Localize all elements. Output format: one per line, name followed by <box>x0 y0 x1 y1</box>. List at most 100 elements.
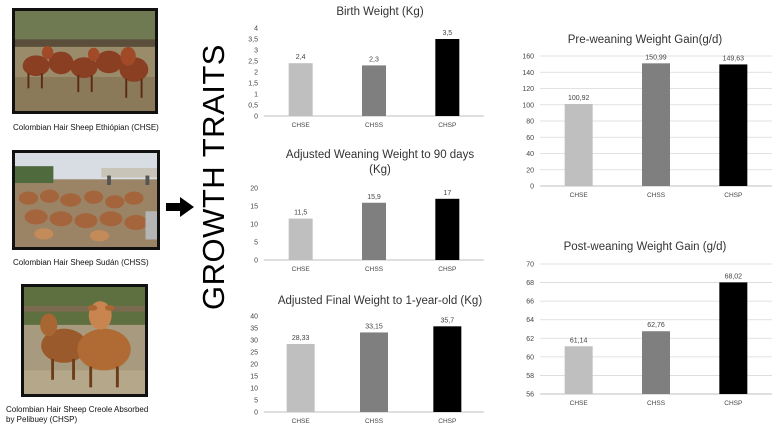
bar-chse <box>288 218 313 260</box>
data-label: 28,33 <box>292 335 310 342</box>
x-tick-label: CHSS <box>365 266 384 273</box>
birth-weight-chart: 0 0,5 1 1,5 2 2,5 3 3,5 4 2,4 CHSE 2,3 CHSS 3,5 CHSP <box>248 26 484 129</box>
data-label: 35,7 <box>441 317 455 324</box>
data-label: 3,5 <box>442 30 452 37</box>
bar-chsp <box>435 198 460 260</box>
bar-chse <box>286 344 315 412</box>
growth-traits-title: GROWTH TRAITS <box>196 44 231 310</box>
y-tick-label: 2 <box>254 70 258 77</box>
x-tick-label: CHSP <box>724 192 742 199</box>
x-tick-label: CHSE <box>292 122 311 129</box>
y-tick-label: 140 <box>522 70 534 77</box>
data-label: 61,14 <box>570 337 588 344</box>
data-label: 62,76 <box>647 322 665 329</box>
y-tick-label: 60 <box>526 354 534 361</box>
y-tick-label: 0 <box>254 258 258 265</box>
y-tick-label: 1,5 <box>248 81 258 88</box>
chart-title-pre-weaning-gain: Pre-weaning Weight Gain(g/d) <box>567 34 723 46</box>
data-label: 2,4 <box>296 54 306 61</box>
data-label: 150,99 <box>645 54 667 61</box>
y-tick-label: 35 <box>250 326 258 333</box>
y-tick-label: 4 <box>254 26 258 33</box>
bar-chse <box>288 63 313 116</box>
y-tick-label: 0 <box>254 114 258 121</box>
y-tick-label: 120 <box>522 86 534 93</box>
y-tick-label: 40 <box>526 151 534 158</box>
weaning-weight-chart: 0 5 10 15 20 11,5 CHSE 15,9 CHSS 17 CHSP <box>250 186 484 273</box>
x-tick-label: CHSP <box>438 418 456 425</box>
bar-chss <box>360 332 388 412</box>
y-tick-label: 160 <box>522 54 534 61</box>
y-tick-label: 3 <box>254 48 258 55</box>
right-arrow-icon <box>166 197 194 217</box>
y-tick-label: 60 <box>526 135 534 142</box>
x-tick-label: CHSS <box>365 122 384 129</box>
x-tick-label: CHSE <box>292 418 311 425</box>
chart-title-final-weight: Adjusted Final Weight to 1-year-old (Kg) <box>277 295 483 307</box>
y-tick-label: 66 <box>526 299 534 306</box>
y-tick-label: 20 <box>250 186 258 193</box>
chart-title-post-weaning-gain: Post-weaning Weight Gain (g/d) <box>563 241 727 253</box>
bar-chsp <box>719 282 748 394</box>
y-tick-label: 40 <box>250 314 258 321</box>
bar-chsp <box>719 64 748 186</box>
chss-sheep-photo <box>12 150 160 250</box>
chsp-caption-line1: Colombian Hair Sheep Creole Absorbed <box>6 405 149 414</box>
bar-chse <box>564 346 593 394</box>
x-tick-label: CHSE <box>292 266 311 273</box>
data-label: 2,3 <box>369 56 379 63</box>
y-tick-label: 3,5 <box>248 37 258 44</box>
chse-caption: Colombian Hair Sheep Ethiópian (CHSE) <box>13 123 159 132</box>
y-tick-label: 15 <box>250 374 258 381</box>
data-label: 17 <box>443 190 451 197</box>
y-tick-label: 80 <box>526 119 534 126</box>
x-tick-label: CHSP <box>438 122 456 129</box>
chss-caption: Colombian Hair Sheep Sudán (CHSS) <box>13 258 149 267</box>
pre-weaning-gain-chart: 0 20 40 60 80 100 120 140 160 100,92 CHSE 150,99 CHS… <box>522 54 772 199</box>
bar-chsp <box>435 39 460 116</box>
post-weaning-gain-chart: 56 58 60 62 64 66 68 70 61,14 CHSE 62,76 CHSS 68,02 C… <box>526 262 772 407</box>
y-tick-label: 20 <box>526 167 534 174</box>
x-tick-label: CHSE <box>570 192 589 199</box>
x-tick-label: CHSP <box>724 400 742 407</box>
chsp-caption-line2: by Pelibuey (CHSP) <box>6 415 78 424</box>
chart-title-birth-weight: Birth Weight (Kg) <box>336 6 424 18</box>
data-label: 100,92 <box>568 95 590 102</box>
data-label: 33,15 <box>365 323 383 330</box>
data-label: 149,63 <box>723 55 745 62</box>
chart-title-weaning-weight-line1: Adjusted Weaning Weight to 90 days <box>285 149 475 161</box>
final-weight-chart: 0 5 10 15 20 25 30 35 40 28,33 CHSE 33,15 CHSS 35,7 CH… <box>250 314 484 425</box>
y-tick-label: 5 <box>254 398 258 405</box>
y-tick-label: 64 <box>526 317 534 324</box>
y-tick-label: 10 <box>250 386 258 393</box>
y-tick-label: 30 <box>250 338 258 345</box>
chse-sheep-photo <box>12 8 158 114</box>
bar-chsp <box>433 326 462 412</box>
x-tick-label: CHSP <box>438 266 456 273</box>
y-tick-label: 15 <box>250 204 258 211</box>
bar-chss <box>642 331 670 394</box>
y-tick-label: 10 <box>250 222 258 229</box>
chart-title-weaning-weight-line2: (Kg) <box>369 164 391 176</box>
bar-chss <box>642 63 670 186</box>
y-tick-label: 2,5 <box>248 59 258 66</box>
y-tick-label: 62 <box>526 336 534 343</box>
x-tick-label: CHSE <box>570 400 589 407</box>
y-tick-label: 1 <box>254 92 258 99</box>
y-tick-label: 0 <box>530 184 534 191</box>
x-tick-label: CHSS <box>647 400 666 407</box>
y-tick-label: 20 <box>250 362 258 369</box>
x-tick-label: CHSS <box>365 418 384 425</box>
y-tick-label: 68 <box>526 280 534 287</box>
y-tick-label: 0 <box>254 410 258 417</box>
y-tick-label: 25 <box>250 350 258 357</box>
y-tick-label: 5 <box>254 240 258 247</box>
data-label: 68,02 <box>725 273 743 280</box>
y-tick-label: 56 <box>526 392 534 399</box>
bar-chse <box>564 104 593 186</box>
y-tick-label: 100 <box>522 102 534 109</box>
bar-chss <box>362 202 386 260</box>
data-label: 15,9 <box>367 194 381 201</box>
x-tick-label: CHSS <box>647 192 666 199</box>
data-label: 11,5 <box>294 210 307 217</box>
